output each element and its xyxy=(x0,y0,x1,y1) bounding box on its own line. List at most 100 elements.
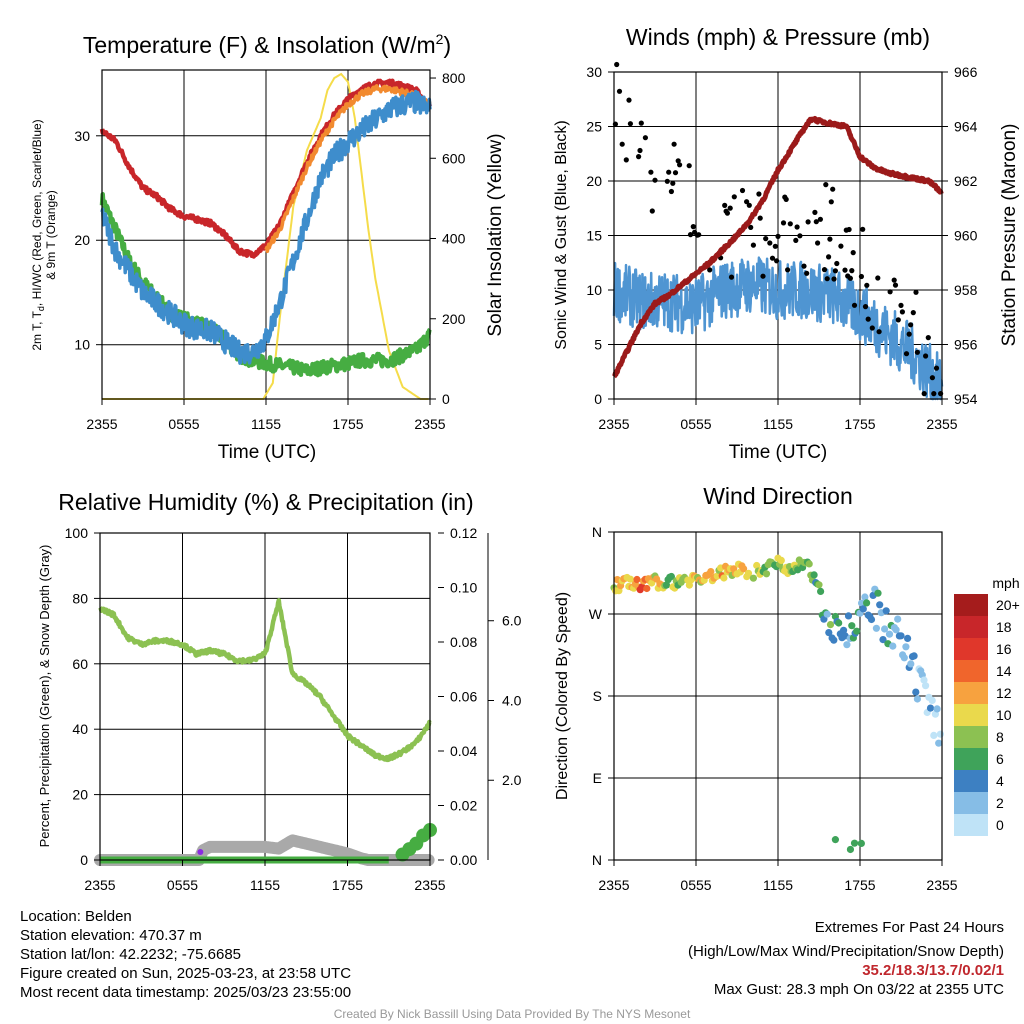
gust-point xyxy=(668,188,675,195)
y-tick-label: 20 xyxy=(72,787,88,803)
wind-direction-point xyxy=(831,836,840,844)
station-pressure-line xyxy=(612,115,944,379)
temperature-title: Temperature (F) & Insolation (W/m2) xyxy=(83,31,451,58)
wind-direction-point xyxy=(805,560,813,568)
wind-direction-point xyxy=(633,575,641,584)
wind-direction-point xyxy=(846,845,855,854)
gust-point xyxy=(913,289,919,295)
wind-direction-point xyxy=(648,579,656,587)
y2-tick-label: 0.08 xyxy=(450,634,477,650)
gust-point xyxy=(850,250,856,256)
wind-direction-point xyxy=(863,599,871,607)
extremes-values: 35.2/18.3/13.7/0.02/1 xyxy=(862,962,1004,979)
y2-tick-label: 0.02 xyxy=(450,798,477,814)
gust-point xyxy=(824,276,830,282)
gust-point xyxy=(860,226,866,232)
station-latlon: Station lat/lon: 42.2232; -75.6685 xyxy=(20,946,242,963)
gust-point xyxy=(842,267,848,273)
y2-tick-label: 966 xyxy=(954,64,978,80)
wind-direction-point xyxy=(913,695,922,703)
winds-title: Winds (mph) & Pressure (mb) xyxy=(626,24,930,50)
gust-point xyxy=(671,141,677,147)
x-tick-label: 2355 xyxy=(598,877,629,893)
wind-direction-point xyxy=(894,615,902,623)
temperature-y-label-line1: 2m T, Td, HI/WC (Red, Green, Scarlet/Blu… xyxy=(30,119,46,350)
gust-point xyxy=(891,277,897,283)
snow-depth-y-ticks: 2.0 4.0 6.0 xyxy=(487,533,522,860)
direction-y-ticks: N E S W N xyxy=(589,524,614,868)
y2-tick-label: 0.04 xyxy=(450,743,477,759)
legend-swatch xyxy=(954,814,988,836)
wind-direction-point xyxy=(720,574,728,582)
x-tick-label: 2355 xyxy=(414,877,445,893)
gust-point xyxy=(865,316,871,322)
temperature-grid xyxy=(102,70,430,399)
wind-direction-point xyxy=(907,660,915,668)
gust-point xyxy=(664,178,670,184)
wind-direction-point xyxy=(823,610,831,618)
wind-direction-point xyxy=(930,731,938,740)
x-tick-label: 2355 xyxy=(598,416,629,432)
x-tick-label: 1755 xyxy=(332,877,363,893)
humidity-y-label: Percent, Precipitation (Green), & Snow D… xyxy=(37,545,52,848)
x-tick-label: 1155 xyxy=(763,416,793,432)
y-tick-label: 0 xyxy=(80,852,88,868)
wind-direction-point xyxy=(753,561,761,570)
wind-direction-point xyxy=(749,574,758,582)
gust-point xyxy=(823,182,829,188)
y-tick-label: 100 xyxy=(65,525,89,541)
gust-point xyxy=(774,258,780,264)
y-tick-label: 30 xyxy=(74,128,90,144)
legend-swatch xyxy=(954,726,988,748)
wind-direction-point xyxy=(826,621,835,629)
direction-y-label: Direction (Colored By Speed) xyxy=(554,592,571,800)
wind-direction-point xyxy=(707,568,715,576)
gust-point xyxy=(727,205,733,211)
gust-point xyxy=(666,169,672,175)
wind-direction-point xyxy=(897,632,905,640)
gust-point xyxy=(875,275,881,281)
gust-point xyxy=(707,267,713,273)
gust-point xyxy=(616,88,623,94)
gust-point xyxy=(887,289,893,295)
x-tick-label: 1155 xyxy=(763,877,793,893)
gust-point xyxy=(687,232,694,238)
gust-point xyxy=(642,135,649,141)
wind-direction-point xyxy=(817,587,825,596)
gust-point xyxy=(929,375,936,381)
temperature-y-label-line2: & 9m T (Orange) xyxy=(44,190,58,280)
precip-marker xyxy=(197,849,204,855)
gust-point xyxy=(817,216,824,222)
winds-panel: Winds (mph) & Pressure (mb) 0 5 10 15 20 25 30… xyxy=(553,24,1020,463)
wind-direction-point xyxy=(825,629,833,637)
x-tick-label: 0555 xyxy=(167,877,198,893)
wind-direction-point xyxy=(904,634,912,643)
gust-point xyxy=(756,191,762,197)
x-tick-label: 1155 xyxy=(251,416,281,432)
gust-point xyxy=(815,240,821,246)
station-elevation: Station elevation: 470.37 m xyxy=(20,927,202,944)
gust-point xyxy=(903,351,910,357)
extremes-legend: (High/Low/Max Wind/Precipitation/Snow De… xyxy=(688,943,1004,960)
station-location: Location: Belden xyxy=(20,908,132,925)
gust-point xyxy=(834,260,840,267)
legend-swatch xyxy=(954,594,988,616)
winds-x-label: Time (UTC) xyxy=(729,442,828,463)
y2-tick-label: 0.06 xyxy=(450,689,477,705)
gust-point xyxy=(925,335,931,341)
gust-point xyxy=(849,268,855,274)
gust-point xyxy=(636,154,642,160)
legend-label: 10 xyxy=(996,707,1012,723)
direction-tick-label: S xyxy=(593,688,602,704)
speed-legend: 20+ 18 16 14 12 10 8 6 4 2 0 xyxy=(954,594,1020,836)
direction-x-ticks: 2355 0555 1155 1755 2355 xyxy=(598,860,958,893)
gust-point xyxy=(690,224,696,230)
y2-tick-label: 960 xyxy=(954,228,978,244)
y3-tick-label: 6.0 xyxy=(502,613,522,629)
wind-direction-point xyxy=(815,581,823,589)
wind-direction-point xyxy=(662,581,671,589)
legend-label: 16 xyxy=(996,641,1012,657)
direction-series xyxy=(610,554,945,854)
y2-tick-label: 0.12 xyxy=(450,525,477,541)
